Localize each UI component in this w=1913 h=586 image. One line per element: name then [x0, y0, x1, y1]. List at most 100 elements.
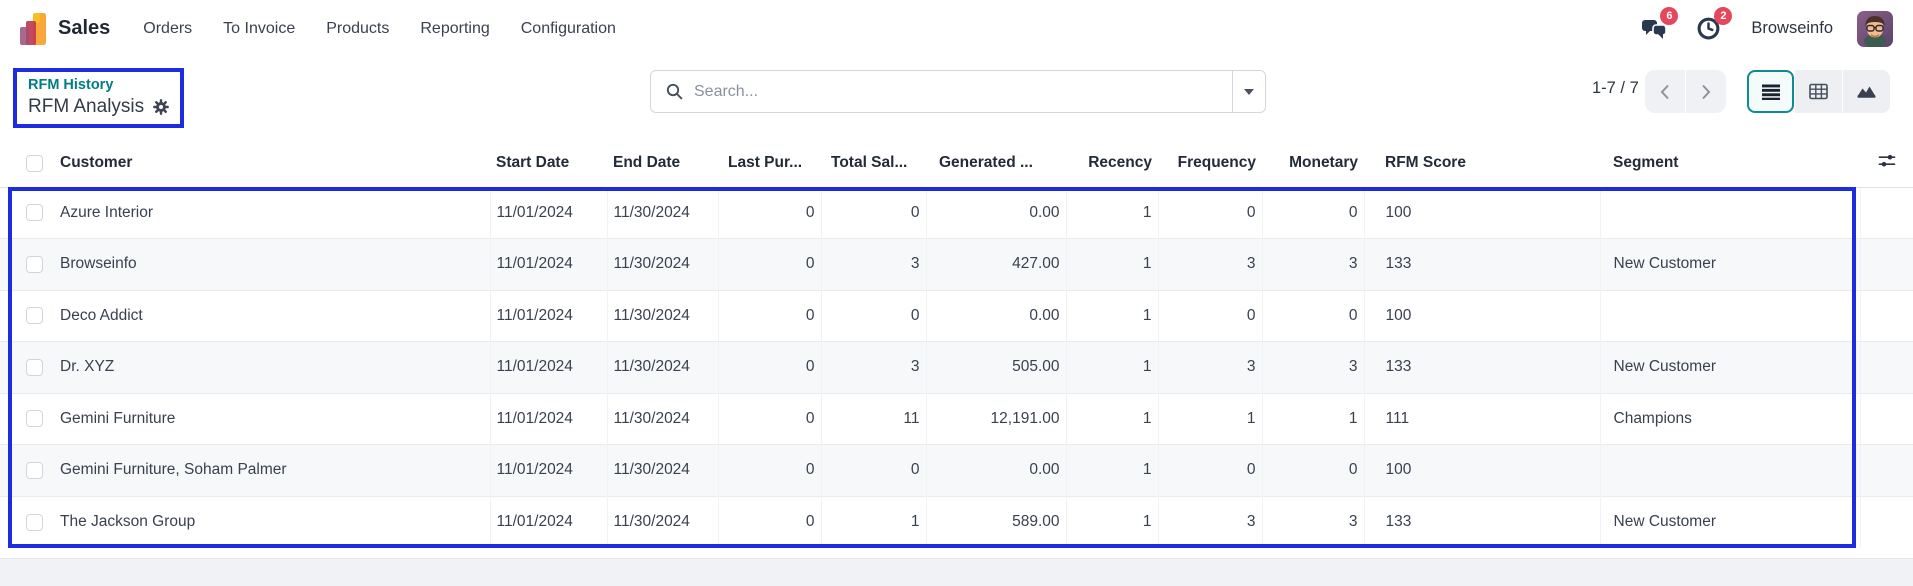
- control-panel: RFM History RFM Analysis: [0, 57, 1913, 140]
- column-header-segment[interactable]: Segment: [1600, 140, 1860, 188]
- column-header-end_date[interactable]: End Date: [607, 140, 718, 188]
- cell-recency: 1: [1065, 289, 1158, 342]
- select-all-checkbox[interactable]: [26, 154, 43, 172]
- rfm-analysis-table: Customer Start Date End Date Last Pur... Tot…: [0, 140, 1913, 548]
- cell-generated: 0.00: [925, 444, 1066, 496]
- cell-customer: The Jackson Group: [56, 495, 490, 548]
- messages-badge: 6: [1660, 6, 1679, 25]
- chevron-down-icon: [1244, 88, 1254, 95]
- gear-icon[interactable]: [153, 98, 169, 115]
- pager-range: 1-7 / 7: [1592, 79, 1639, 97]
- avatar[interactable]: [1857, 10, 1893, 47]
- row-checkbox[interactable]: [26, 358, 43, 376]
- column-header-monetary[interactable]: Monetary: [1262, 140, 1364, 188]
- nav-item-reporting[interactable]: Reporting: [420, 19, 490, 37]
- cell-customer: Browseinfo: [56, 238, 490, 290]
- row-checkbox-cell: [0, 238, 56, 290]
- table-row[interactable]: Deco Addict 11/01/2024 11/30/2024 0 0 0.00 1 0 0…: [0, 289, 1913, 342]
- search-options-toggle[interactable]: [1232, 71, 1265, 112]
- column-header-recency[interactable]: Recency: [1066, 140, 1158, 188]
- search-input[interactable]: [694, 71, 1232, 112]
- cell-rfm_score: 100: [1363, 187, 1600, 239]
- pivot-view-icon: [1809, 83, 1828, 100]
- optional-columns-icon[interactable]: [1878, 153, 1896, 169]
- cell-total_sal: 0: [820, 187, 926, 239]
- row-checkbox[interactable]: [26, 255, 43, 273]
- cell-generated: 589.00: [925, 495, 1066, 548]
- cell-monetary: 0: [1261, 187, 1364, 239]
- column-header-generated[interactable]: Generated ...: [926, 140, 1066, 188]
- column-header-rfm_score[interactable]: RFM Score: [1364, 140, 1600, 188]
- cell-frequency: 3: [1157, 238, 1262, 290]
- row-checkbox[interactable]: [26, 410, 43, 428]
- cell-total_sal: 0: [820, 444, 926, 496]
- cell-frequency: 0: [1157, 289, 1262, 342]
- cell-start_date: 11/01/2024: [489, 238, 607, 290]
- chat-bubbles-icon: [1641, 20, 1667, 39]
- view-switcher: [1747, 70, 1890, 113]
- cell-settings-spacer: [1859, 495, 1913, 548]
- messages-button[interactable]: 6: [1639, 6, 1679, 44]
- nav-item-orders[interactable]: Orders: [143, 19, 193, 37]
- pager-previous-button[interactable]: [1645, 70, 1685, 113]
- cell-segment: New Customer: [1599, 341, 1860, 393]
- table-row[interactable]: The Jackson Group 11/01/2024 11/30/2024 0 1 5…: [0, 495, 1913, 548]
- column-header-total_sal[interactable]: Total Sal...: [821, 140, 926, 188]
- activities-button[interactable]: 2: [1693, 6, 1733, 44]
- app-name[interactable]: Sales: [58, 17, 111, 39]
- page-title: RFM Analysis: [28, 95, 145, 117]
- cell-generated: 0.00: [925, 289, 1066, 342]
- chevron-left-icon: [1660, 84, 1669, 99]
- user-menu-label[interactable]: Browseinfo: [1751, 19, 1833, 37]
- cell-customer: Gemini Furniture, Soham Palmer: [56, 444, 490, 496]
- nav-item-configuration[interactable]: Configuration: [520, 19, 616, 37]
- cell-last_pur: 0: [717, 341, 821, 393]
- cell-recency: 1: [1065, 341, 1158, 393]
- row-checkbox[interactable]: [26, 204, 43, 222]
- table-row[interactable]: Gemini Furniture 11/01/2024 11/30/2024 0 11 1…: [0, 392, 1913, 445]
- breadcrumb-parent-link[interactable]: RFM History: [28, 77, 114, 93]
- cell-customer: Azure Interior: [60, 203, 154, 221]
- nav-item-products[interactable]: Products: [326, 19, 390, 37]
- cell-monetary: 0: [1261, 444, 1364, 496]
- row-checkbox[interactable]: [26, 461, 43, 479]
- cell-segment: Champions: [1599, 392, 1860, 445]
- cell-generated: 427.00: [925, 238, 1066, 290]
- cell-recency: 1: [1065, 392, 1158, 445]
- row-checkbox-cell: [0, 392, 56, 445]
- cell-settings-spacer: [1859, 289, 1913, 342]
- nav-item-to-invoice[interactable]: To Invoice: [223, 19, 296, 37]
- cell-recency: 1: [1065, 238, 1158, 290]
- view-switcher-pivot-button[interactable]: [1795, 70, 1842, 113]
- cell-customer: Deco Addict: [56, 289, 490, 342]
- cell-monetary: 3: [1261, 495, 1364, 548]
- cell-total_sal: 3: [820, 238, 926, 290]
- cell-recency: 1: [1065, 495, 1158, 548]
- table-row[interactable]: Gemini Furniture, Soham Palmer 11/01/2024…: [0, 444, 1913, 496]
- column-header-frequency[interactable]: Frequency: [1158, 140, 1262, 188]
- column-header-last_pur[interactable]: Last Pur...: [718, 140, 821, 188]
- table-header-row: Customer Start Date End Date Last Pur... Tot…: [0, 140, 1913, 188]
- table-row[interactable]: Browseinfo 11/01/2024 11/30/2024 0 3 427.00 1 3…: [0, 238, 1913, 290]
- cell-frequency: 3: [1157, 341, 1262, 393]
- app-brand[interactable]: Sales: [20, 12, 110, 46]
- cell-total_sal: 0: [820, 289, 926, 342]
- column-header-start_date[interactable]: Start Date: [490, 140, 607, 188]
- view-switcher-list-button[interactable]: [1747, 70, 1794, 113]
- row-checkbox[interactable]: [26, 513, 43, 531]
- row-checkbox[interactable]: [26, 307, 43, 325]
- pager-next-button[interactable]: [1685, 70, 1726, 113]
- cell-segment: New Customer: [1599, 238, 1860, 290]
- cell-end_date: 11/30/2024: [606, 289, 718, 342]
- cell-last_pur: 0: [717, 289, 821, 342]
- search-icon: [666, 83, 683, 100]
- row-checkbox-cell: [0, 444, 56, 496]
- cell-monetary: 0: [1261, 289, 1364, 342]
- activities-badge: 2: [1714, 6, 1733, 25]
- table-row[interactable]: Azure Interior 11/01/2024 11/30/2024 0 0 0.00…: [0, 187, 1913, 239]
- column-header-customer[interactable]: Customer: [56, 140, 490, 188]
- table-row[interactable]: Dr. XYZ 11/01/2024 11/30/2024 0 3 505.00 1 3 3 13…: [0, 341, 1913, 393]
- view-switcher-graph-button[interactable]: [1843, 70, 1890, 113]
- cell-settings-spacer: [1859, 392, 1913, 445]
- cell-settings-spacer: [1859, 341, 1913, 393]
